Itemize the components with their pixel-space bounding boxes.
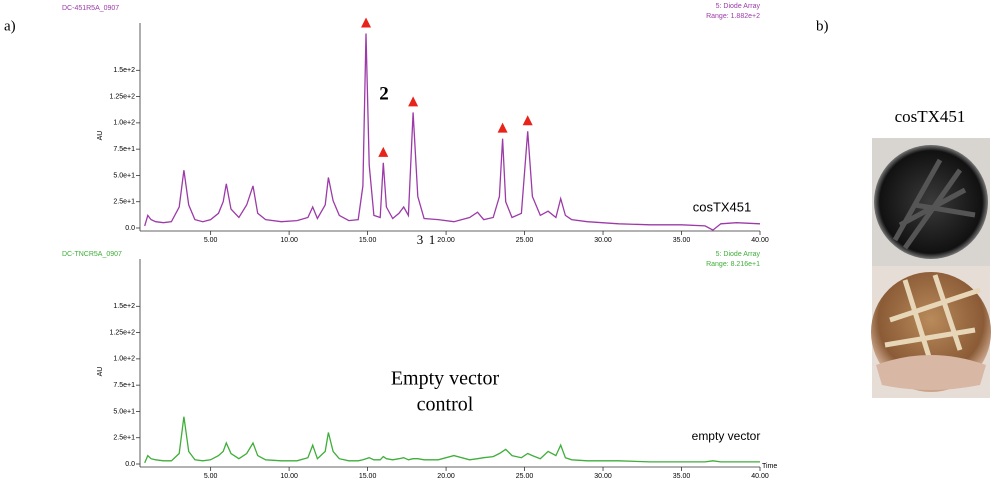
x-tick-label: 30.00 bbox=[594, 237, 612, 244]
y-axis-label: AU bbox=[97, 131, 104, 141]
plate bbox=[874, 145, 988, 259]
annotation: 3 bbox=[417, 232, 424, 247]
peak-marker bbox=[522, 115, 533, 126]
annotation: 2 bbox=[379, 83, 389, 104]
y-tick-label: 0.0 bbox=[125, 225, 135, 232]
x-tick-label: 15.00 bbox=[359, 237, 377, 244]
plate-photos bbox=[871, 138, 991, 398]
panel-label: b) bbox=[816, 18, 829, 34]
range-label: Range: 8.216e+1 bbox=[706, 261, 760, 268]
annotation: 1 bbox=[429, 232, 436, 247]
annotation: Empty vector bbox=[391, 368, 500, 390]
x-tick-label: 30.00 bbox=[594, 473, 612, 480]
chart-title: DC-451R5A_0907 bbox=[62, 5, 119, 12]
x-tick-label: 5.00 bbox=[204, 237, 218, 244]
y-tick-label: 1.5e+2 bbox=[113, 67, 135, 74]
x-tick-label: 35.00 bbox=[673, 237, 691, 244]
chromatogram-line bbox=[144, 416, 760, 464]
chromatogram-line bbox=[144, 33, 761, 231]
streaks bbox=[892, 158, 976, 250]
growth bbox=[876, 355, 986, 390]
x-tick-label: 40.00 bbox=[751, 473, 769, 480]
y-tick-label: 1.25e+2 bbox=[110, 93, 136, 100]
y-tick-label: 0.0 bbox=[125, 461, 135, 468]
annotation: control bbox=[417, 394, 474, 416]
x-tick-label: 10.00 bbox=[280, 473, 298, 480]
x-tick-label: 20.00 bbox=[437, 473, 455, 480]
y-tick-label: 1.5e+2 bbox=[113, 303, 135, 310]
x-tick-label: 25.00 bbox=[516, 237, 534, 244]
y-axis-label: AU bbox=[97, 367, 104, 377]
y-tick-label: 5.0e+1 bbox=[113, 408, 135, 415]
annotation: cosTX451 bbox=[693, 199, 752, 214]
x-tick-label: 40.00 bbox=[751, 237, 769, 244]
streaks bbox=[884, 274, 981, 361]
peak-marker bbox=[408, 96, 419, 107]
chart-title: DC-TNCR5A_0907 bbox=[62, 251, 122, 258]
y-tick-label: 5.0e+1 bbox=[113, 172, 135, 179]
x-axis-label: Time bbox=[762, 463, 777, 470]
peak-marker bbox=[497, 122, 508, 133]
y-tick-label: 1.25e+2 bbox=[110, 329, 136, 336]
range-label: Range: 1.882e+2 bbox=[706, 13, 760, 20]
x-tick-label: 10.00 bbox=[280, 237, 298, 244]
x-tick-label: 35.00 bbox=[673, 473, 691, 480]
photo-label: cosTX451 bbox=[895, 107, 966, 126]
x-tick-label: 25.00 bbox=[516, 473, 534, 480]
peak-marker bbox=[361, 17, 372, 28]
y-tick-label: 1.0e+2 bbox=[113, 120, 135, 127]
annotation: empty vector bbox=[692, 429, 761, 443]
y-tick-label: 2.5e+1 bbox=[113, 435, 135, 442]
detector-label: 5: Diode Array bbox=[716, 251, 761, 258]
panel-label: a) bbox=[4, 18, 16, 34]
x-tick-label: 5.00 bbox=[204, 473, 218, 480]
y-tick-label: 2.5e+1 bbox=[113, 199, 135, 206]
x-tick-label: 20.00 bbox=[437, 237, 455, 244]
y-tick-label: 7.5e+1 bbox=[113, 146, 135, 153]
peak-marker bbox=[378, 146, 389, 157]
y-tick-label: 1.0e+2 bbox=[113, 356, 135, 363]
y-tick-label: 7.5e+1 bbox=[113, 382, 135, 389]
x-tick-label: 15.00 bbox=[359, 473, 377, 480]
detector-label: 5: Diode Array bbox=[716, 3, 761, 10]
